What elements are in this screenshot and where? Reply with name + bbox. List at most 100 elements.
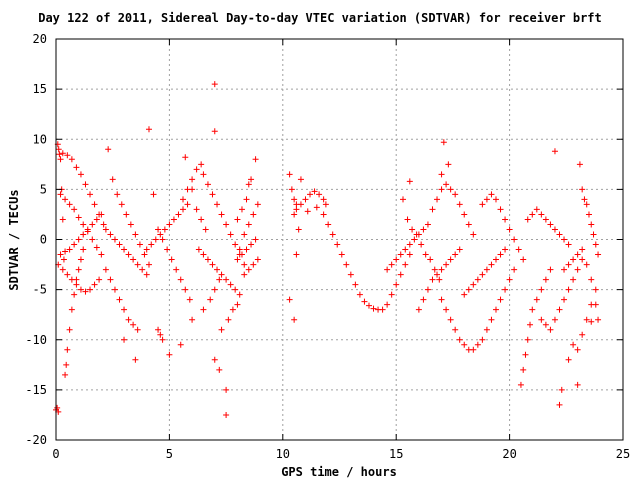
data-point [397, 251, 404, 258]
data-point [479, 271, 486, 278]
data-point [207, 296, 214, 303]
data-point [307, 191, 314, 198]
data-point [409, 226, 416, 233]
data-point [71, 291, 78, 298]
data-point [406, 178, 413, 185]
data-point [538, 211, 545, 218]
data-point [483, 266, 490, 273]
data-point [551, 226, 558, 233]
data-point [143, 271, 150, 278]
data-point [429, 206, 436, 213]
data-point [64, 271, 71, 278]
data-point [474, 276, 481, 283]
data-point [111, 286, 118, 293]
data-point [214, 266, 221, 273]
data-points [53, 81, 602, 418]
data-point [216, 276, 223, 283]
data-point [80, 231, 87, 238]
data-point [411, 236, 418, 243]
data-point [63, 361, 70, 368]
data-point [75, 214, 82, 221]
data-point [470, 231, 477, 238]
data-point [71, 206, 78, 213]
data-point [223, 411, 230, 418]
data-point [211, 81, 218, 88]
data-point [77, 286, 84, 293]
x-tick-label: 25 [616, 447, 630, 461]
x-axis-tick-labels: 0 5 10 15 20 25 [52, 447, 630, 461]
data-point [209, 261, 216, 268]
data-point [62, 248, 69, 255]
data-point [248, 241, 255, 248]
axis-ticks [55, 38, 624, 441]
data-point [198, 216, 205, 223]
data-point [438, 296, 445, 303]
data-point [574, 251, 581, 258]
grid-lines [56, 39, 623, 440]
data-point [511, 236, 518, 243]
data-point [384, 266, 391, 273]
data-point [461, 291, 468, 298]
data-point [77, 256, 84, 263]
data-point [56, 151, 63, 158]
data-point [438, 266, 445, 273]
data-point [80, 221, 87, 228]
data-point [121, 306, 128, 313]
data-point [73, 281, 80, 288]
data-point [241, 231, 248, 238]
data-point [195, 246, 202, 253]
data-point [175, 211, 182, 218]
data-point [107, 276, 114, 283]
data-point [59, 150, 66, 157]
data-point [570, 256, 577, 263]
data-point [200, 251, 207, 258]
data-point [502, 216, 509, 223]
data-point [581, 196, 588, 203]
data-point [254, 201, 261, 208]
data-point [243, 246, 250, 253]
data-point [388, 291, 395, 298]
data-point [456, 246, 463, 253]
data-point [114, 191, 121, 198]
data-point [443, 306, 450, 313]
data-point [474, 341, 481, 348]
data-point [542, 276, 549, 283]
data-point [574, 381, 581, 388]
data-point [302, 196, 309, 203]
data-point [241, 271, 248, 278]
data-point [164, 246, 171, 253]
data-point [66, 201, 73, 208]
data-point [502, 286, 509, 293]
data-point [71, 241, 78, 248]
data-point [200, 306, 207, 313]
data-point [209, 191, 216, 198]
data-point [134, 326, 141, 333]
data-point [82, 288, 89, 295]
data-point [57, 191, 64, 198]
data-point [592, 286, 599, 293]
data-point [418, 241, 425, 248]
data-point [524, 336, 531, 343]
data-point [400, 196, 407, 203]
data-point [189, 316, 196, 323]
data-point [155, 326, 162, 333]
y-tick-label: 10 [33, 132, 47, 146]
data-point [98, 251, 105, 258]
data-point [440, 139, 447, 146]
data-point [87, 286, 94, 293]
data-point [517, 381, 524, 388]
data-point [343, 261, 350, 268]
y-tick-label: 5 [40, 182, 47, 196]
x-tick-label: 20 [502, 447, 516, 461]
data-point [223, 276, 230, 283]
data-point [60, 256, 67, 263]
data-point [177, 341, 184, 348]
data-point [202, 226, 209, 233]
data-point [297, 201, 304, 208]
data-point [524, 216, 531, 223]
data-point [291, 196, 298, 203]
data-point [57, 251, 64, 258]
data-point [479, 336, 486, 343]
data-point [434, 271, 441, 278]
data-point [316, 191, 323, 198]
